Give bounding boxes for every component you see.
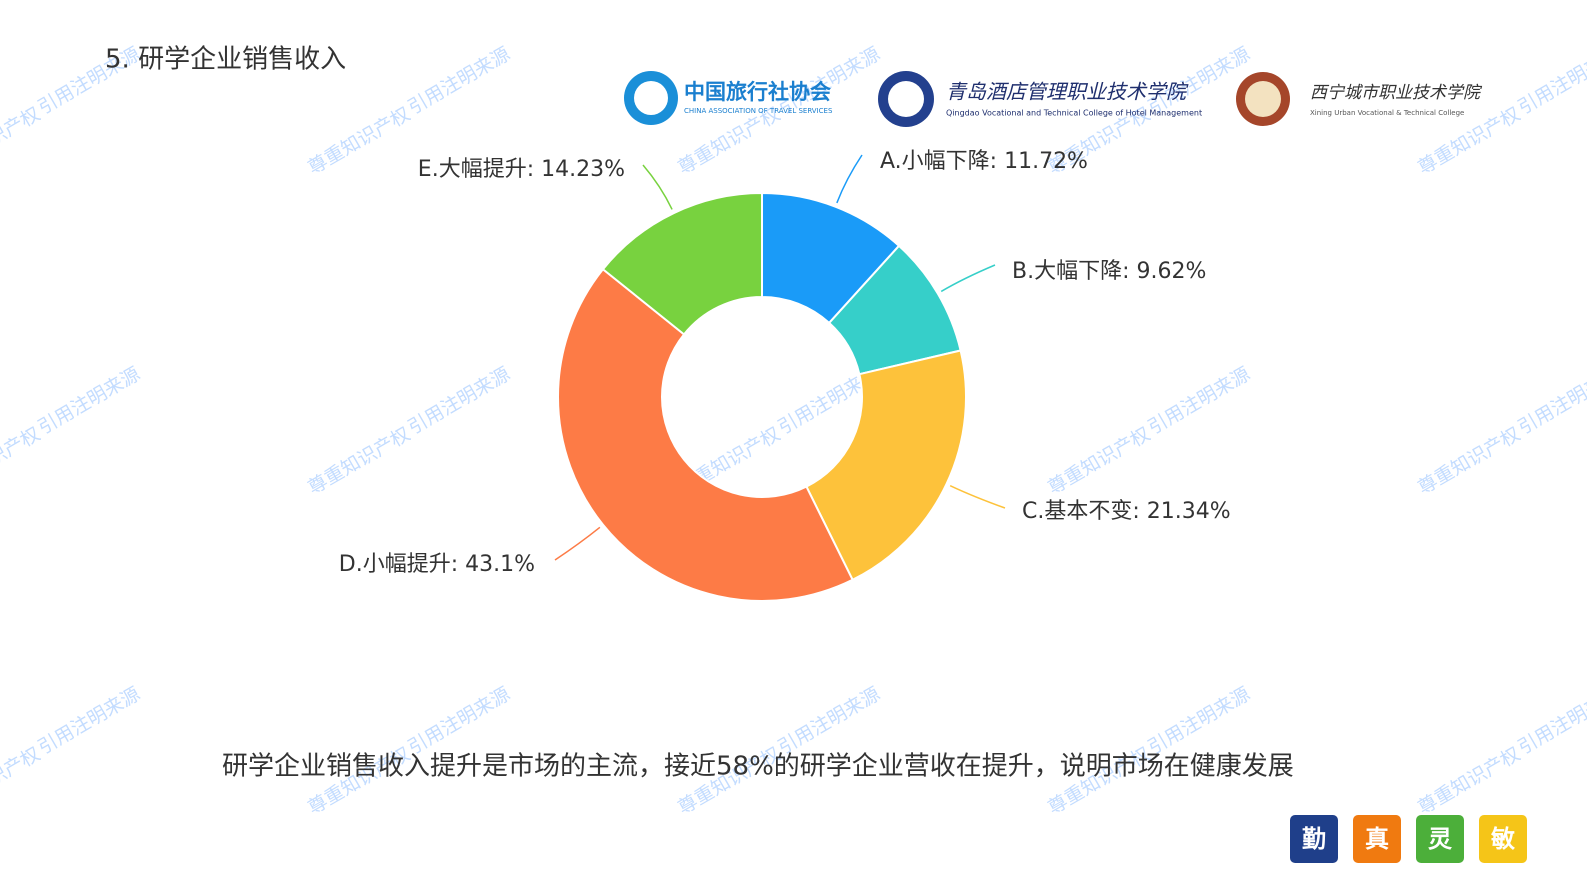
- label-separator: :: [1132, 499, 1146, 524]
- badge: [1353, 815, 1401, 863]
- leader-line: [836, 154, 863, 204]
- watermark: 尊重知识产权: [304, 103, 414, 179]
- logo-name: 中国旅行社协会: [684, 80, 831, 104]
- slice-label: E.大幅提升: 14.23%: [418, 157, 625, 182]
- logo-icon: [888, 81, 924, 117]
- slice-label: C.基本不变: 21.34%: [1022, 499, 1231, 524]
- label-separator: :: [527, 157, 541, 182]
- logo-subtitle: Qingdao Vocational and Technical College…: [946, 109, 1202, 118]
- watermark: 尊重知识产权: [0, 743, 44, 819]
- watermark: 引用注明来源: [1144, 363, 1254, 439]
- badges: 勤真灵敏: [1290, 815, 1527, 863]
- conclusion: 研学企业销售收入提升是市场的主流，接近58%的研学企业营收在提升，说明市场在健康…: [222, 752, 1294, 782]
- watermark: 尊重知识产权: [1414, 743, 1524, 819]
- watermark: 引用注明来源: [404, 683, 514, 759]
- watermark: 引用注明来源: [34, 683, 144, 759]
- donut-chart: A.小幅下降: 11.72% B.大幅下降: 9.62% C.基本不变: 21.34…: [339, 149, 1231, 603]
- value-label: 11.72%: [1004, 149, 1088, 174]
- badge-text: 灵: [1428, 825, 1452, 853]
- category-label: D.小幅提升: [339, 552, 451, 577]
- watermark: 尊重知识产权: [0, 103, 44, 179]
- leader-line: [554, 526, 601, 561]
- badge: [1416, 815, 1464, 863]
- value-label: 43.1%: [465, 552, 535, 577]
- badge-text: 敏: [1490, 825, 1515, 853]
- leader-line: [949, 484, 1006, 509]
- watermark: 尊重知识产权: [304, 423, 414, 499]
- category-label: E.大幅提升: [418, 157, 527, 182]
- logo-name: 青岛酒店管理职业技术学院: [946, 80, 1189, 104]
- label-separator: :: [990, 149, 1004, 174]
- watermark: 尊重知识产权: [1044, 423, 1154, 499]
- watermark: 引用注明来源: [774, 683, 884, 759]
- leader-line: [642, 164, 673, 210]
- donut-slice: [805, 349, 967, 582]
- badge-text: 勤: [1302, 825, 1326, 853]
- slice-label: A.小幅下降: 11.72%: [880, 149, 1088, 174]
- donut-slice: [557, 267, 854, 603]
- logo-icon: [634, 81, 668, 115]
- watermark: 引用注明来源: [1514, 683, 1587, 759]
- watermarks: 尊重知识产权引用注明来源尊重知识产权引用注明来源尊重知识产权引用注明来源尊重知识…: [0, 43, 1587, 819]
- chart-title: 5. 研学企业销售收入: [105, 45, 346, 75]
- category-label: A.小幅下降: [880, 149, 990, 174]
- label-separator: :: [1122, 259, 1136, 284]
- category-label: C.基本不变: [1022, 499, 1132, 524]
- slice-label: D.小幅提升: 43.1%: [339, 552, 535, 577]
- leader-line: [940, 264, 996, 293]
- watermark: 引用注明来源: [404, 43, 514, 119]
- category-label: B.大幅下降: [1012, 259, 1122, 284]
- slice-label: B.大幅下降: 9.62%: [1012, 259, 1206, 284]
- watermark: 引用注明来源: [404, 363, 514, 439]
- badge-text: 真: [1365, 825, 1389, 853]
- badge: [1479, 815, 1527, 863]
- watermark: 引用注明来源: [1144, 683, 1254, 759]
- logo-icon: [1245, 81, 1281, 117]
- donut-slice: [601, 191, 763, 336]
- watermark: 引用注明来源: [1514, 43, 1587, 119]
- value-label: 21.34%: [1147, 499, 1231, 524]
- watermark: 引用注明来源: [34, 363, 144, 439]
- logo-subtitle: Xining Urban Vocational & Technical Coll…: [1310, 109, 1464, 117]
- watermark: 引用注明来源: [1514, 363, 1587, 439]
- logo-name: 西宁城市职业技术学院: [1310, 83, 1483, 103]
- badge: [1290, 815, 1338, 863]
- watermark: 尊重知识产权: [0, 423, 44, 499]
- logo-subtitle: CHINA ASSOCIATION OF TRAVEL SERVICES: [684, 107, 833, 115]
- watermark: 尊重知识产权: [1414, 423, 1524, 499]
- value-label: 9.62%: [1137, 259, 1207, 284]
- label-separator: :: [451, 552, 465, 577]
- value-label: 14.23%: [541, 157, 625, 182]
